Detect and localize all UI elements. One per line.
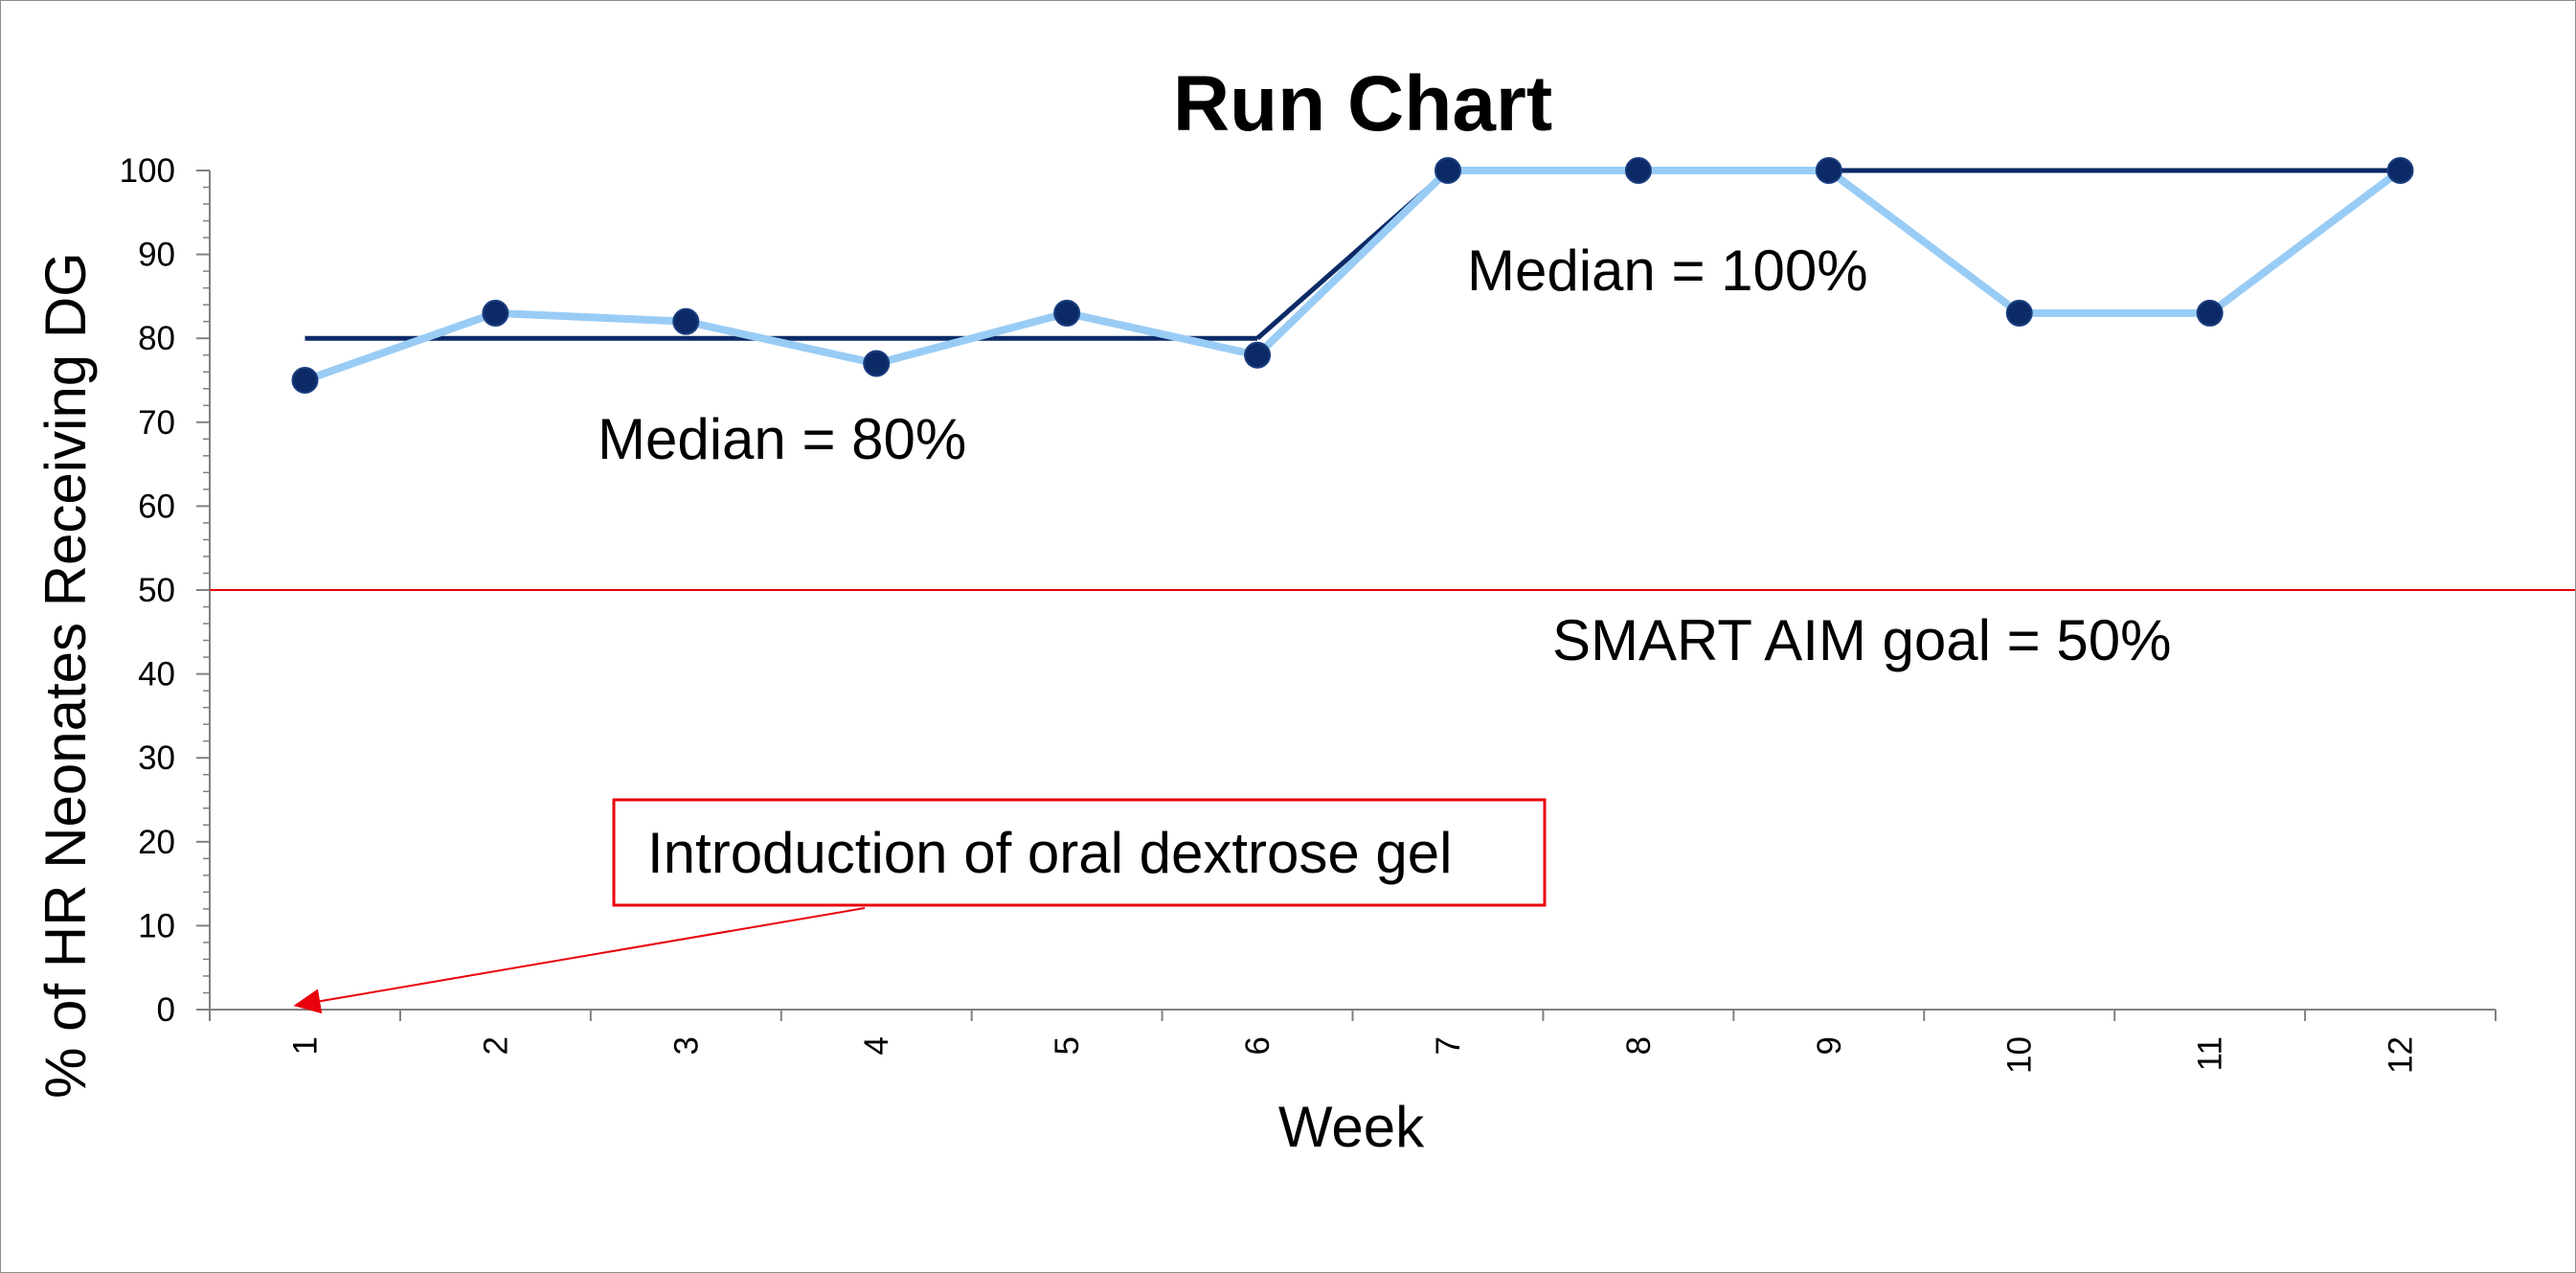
x-tick-label: 1: [286, 1036, 324, 1055]
annotations-group: Median = 80% Median = 100% SMART AIM goa…: [293, 239, 2171, 1014]
data-point: [2196, 299, 2224, 327]
x-tick-label: 6: [1239, 1036, 1277, 1055]
series-line: [304, 167, 2403, 384]
y-tick-label: 30: [138, 739, 175, 777]
x-tick-label: 2: [477, 1036, 514, 1055]
x-tick-label: 8: [1620, 1036, 1658, 1055]
x-tick-label: 12: [2383, 1036, 2420, 1074]
data-point: [1624, 157, 1652, 184]
data-point: [2005, 299, 2033, 327]
x-tick-label: 4: [858, 1036, 895, 1055]
x-tick-label: 11: [2192, 1036, 2229, 1071]
goal-label: SMART AIM goal = 50%: [1552, 608, 2171, 672]
chart-title: Run Chart: [1173, 60, 1552, 148]
x-tick-label: 9: [1811, 1036, 1848, 1055]
y-tick-label: 90: [138, 237, 175, 274]
data-point: [482, 299, 509, 327]
y-tick-label: 80: [138, 320, 175, 357]
x-tick-label: 5: [1049, 1036, 1086, 1055]
median-label-1: Median = 80%: [598, 407, 966, 471]
y-axis-label: % of HR Neonates Receiving DG: [34, 252, 98, 1099]
series-group: [291, 157, 2414, 394]
data-point: [1815, 157, 1842, 184]
data-point: [1244, 341, 1272, 369]
x-tick-label: 10: [2001, 1036, 2039, 1074]
y-tick-label: 10: [138, 907, 175, 944]
median-label-2: Median = 100%: [1467, 239, 1868, 303]
x-tick-label: 3: [667, 1036, 705, 1055]
data-point: [1053, 299, 1081, 327]
x-axis-label: Week: [1278, 1095, 1425, 1159]
y-tick-label: 100: [120, 152, 175, 190]
data-point: [2386, 157, 2414, 184]
y-tick-label: 0: [157, 991, 175, 1029]
data-point: [291, 367, 319, 394]
annotation-arrowhead: [293, 989, 323, 1014]
y-tick-label: 60: [138, 488, 175, 525]
annotation-arrow-line: [319, 907, 866, 1003]
data-point: [1434, 157, 1461, 184]
y-tick-label: 20: [138, 824, 175, 861]
annotation-text: Introduction of oral dextrose gel: [647, 821, 1453, 885]
annotation-box: [612, 798, 1547, 907]
y-tick-label: 70: [138, 404, 175, 442]
y-tick-label: 40: [138, 656, 175, 693]
y-tick-label: 50: [138, 572, 175, 609]
x-tick-label: 7: [1430, 1036, 1467, 1055]
data-point: [863, 350, 891, 377]
data-point: [672, 307, 700, 335]
